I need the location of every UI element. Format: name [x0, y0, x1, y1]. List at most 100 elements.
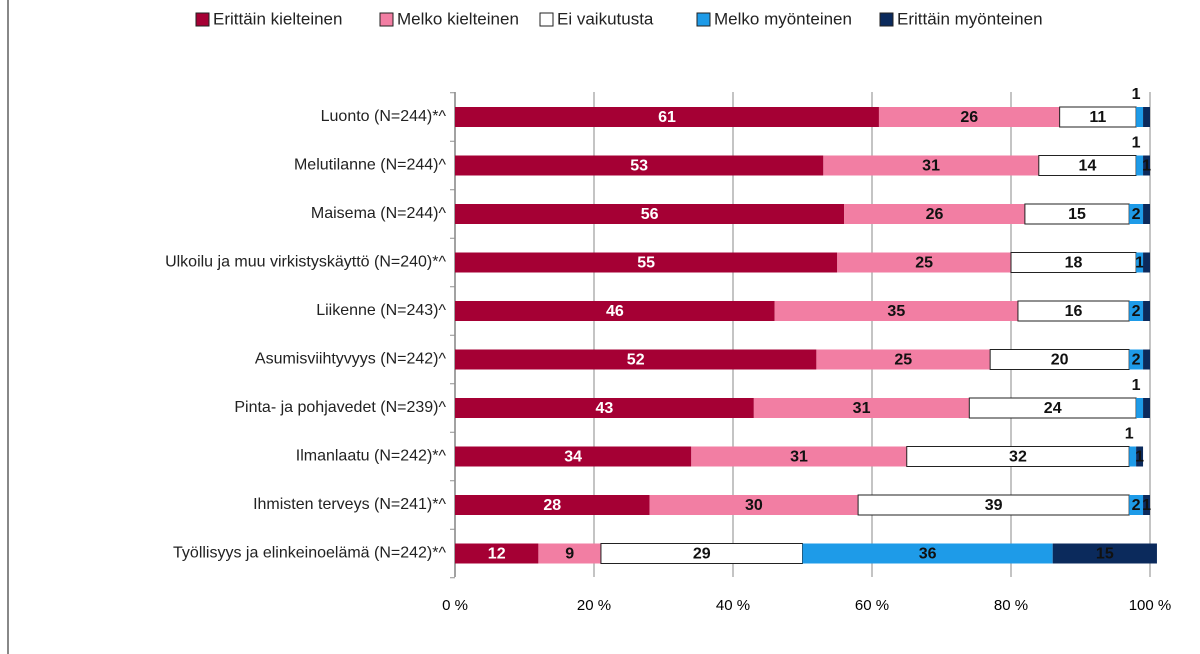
bar-segment: [1143, 398, 1150, 418]
data-label: 1: [1125, 426, 1134, 443]
data-label: 28: [543, 497, 561, 514]
legend-swatch: [195, 12, 210, 27]
bar-segment: [538, 543, 601, 564]
data-label: 29: [693, 546, 711, 563]
bar-segment: [1136, 398, 1144, 418]
bar-segment: [455, 398, 754, 418]
data-label: 46: [606, 303, 624, 320]
x-tick-label: 40 %: [716, 597, 750, 614]
bar-segment: [1143, 349, 1150, 370]
bar-segment: [455, 204, 845, 224]
legend-swatch: [379, 12, 394, 27]
y-tick-label: Ulkoilu ja muu virkistyskäyttö (N=240)*^: [165, 254, 446, 271]
bar-segment: [649, 495, 859, 515]
data-label: 1: [1132, 377, 1141, 394]
legend-label: Melko kielteinen: [397, 9, 519, 28]
data-label: 2: [1132, 206, 1141, 223]
data-label: 1: [1142, 158, 1151, 175]
bar-segment: [1129, 495, 1144, 515]
bar-segment: [1136, 107, 1144, 127]
legend-label: Ei vaikutusta: [557, 9, 654, 28]
bar-segment: [1143, 107, 1150, 127]
y-tick-label: Ihmisten terveys (N=241)*^: [253, 496, 446, 513]
bar-segment: [1143, 252, 1150, 273]
x-tick-label: 100 %: [1129, 597, 1172, 614]
x-tick-label: 0 %: [442, 597, 468, 614]
y-tick-label: Melutilanne (N=244)^: [294, 157, 447, 174]
y-tick-label: Pinta- ja pohjavedet (N=239)^: [234, 399, 446, 416]
data-label: 30: [745, 497, 763, 514]
y-tick-label: Liikenne (N=243)^: [316, 302, 446, 319]
data-label: 52: [627, 352, 645, 369]
x-tick-label: 20 %: [577, 597, 611, 614]
data-label: 35: [887, 303, 905, 320]
data-label: 15: [1068, 206, 1086, 223]
x-tick-label: 80 %: [994, 597, 1028, 614]
data-label: 18: [1065, 255, 1083, 272]
bar-segment: [455, 252, 838, 273]
bar-segment: [1143, 204, 1150, 224]
data-label: 9: [565, 546, 574, 563]
bar-segment: [1143, 301, 1150, 321]
bar-segment: [1129, 204, 1144, 224]
data-label: 1: [1142, 497, 1151, 514]
bar-segment: [802, 543, 1053, 564]
data-label: 56: [641, 206, 659, 223]
bar-segment: [837, 252, 1011, 273]
data-label: 1: [1135, 449, 1144, 466]
y-tick-label: Työllisyys ja elinkeinoelämä (N=242)*^: [173, 545, 446, 562]
data-label: 12: [488, 546, 506, 563]
data-label: 2: [1132, 352, 1141, 369]
bar-segment: [1136, 252, 1144, 273]
bar-segment: [816, 349, 991, 370]
data-label: 16: [1065, 303, 1083, 320]
data-label: 32: [1009, 449, 1027, 466]
data-label: 11: [1089, 109, 1106, 126]
data-label: 53: [630, 158, 648, 175]
data-label: 14: [1079, 158, 1097, 175]
bar-segment: [455, 543, 539, 564]
bar-segment: [1052, 543, 1157, 564]
data-label: 25: [894, 352, 912, 369]
x-tick-label: 60 %: [855, 597, 889, 614]
data-label: 31: [790, 449, 808, 466]
bar-segment: [1129, 446, 1137, 467]
data-label: 26: [926, 206, 944, 223]
data-label: 43: [596, 400, 614, 417]
data-label: 24: [1044, 400, 1062, 417]
bar-segment: [1136, 446, 1144, 467]
bar-segment: [753, 398, 970, 418]
data-label: 31: [853, 400, 871, 417]
bar-segment: [1129, 349, 1144, 370]
bar-segment: [455, 349, 817, 370]
y-tick-label: Ilmanlaatu (N=242)*^: [296, 448, 447, 465]
bar-segment: [455, 495, 650, 515]
data-label: 34: [564, 449, 582, 466]
bar-segment: [455, 155, 824, 176]
bar-segment: [455, 107, 879, 127]
bar-segment: [857, 494, 1130, 516]
y-tick-label: Asumisviihtyvyys (N=242)^: [255, 351, 447, 368]
bar-segment: [691, 446, 907, 467]
legend-label: Erittäin myönteinen: [897, 9, 1043, 28]
data-label: 2: [1132, 497, 1141, 514]
bar-segment: [1143, 155, 1150, 176]
bar-segment: [1143, 495, 1150, 515]
data-label: 15: [1096, 546, 1114, 563]
bar-segment: [455, 446, 692, 467]
bar-segment: [455, 301, 775, 321]
bar-segment: [878, 107, 1060, 127]
data-label: 1: [1132, 135, 1141, 152]
legend-swatch: [879, 12, 894, 27]
y-tick-label: Maisema (N=244)^: [311, 205, 447, 222]
bar-segment: [823, 155, 1039, 176]
bar-segment: [774, 301, 1018, 321]
data-label: 36: [919, 546, 937, 563]
bar-segment: [1129, 301, 1144, 321]
data-label: 26: [960, 109, 978, 126]
data-label: 2: [1132, 303, 1141, 320]
legend-label: Melko myönteinen: [714, 9, 852, 28]
data-label: 39: [985, 497, 1003, 514]
data-label: 1: [1132, 86, 1141, 103]
